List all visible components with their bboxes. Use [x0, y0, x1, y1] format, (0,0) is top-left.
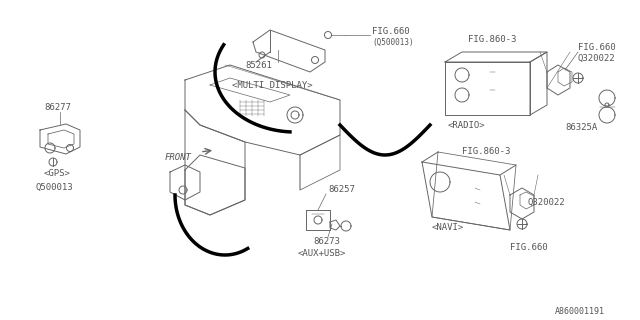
- Text: 86325A: 86325A: [565, 124, 597, 132]
- Text: Q320022: Q320022: [578, 53, 616, 62]
- Text: <NAVI>: <NAVI>: [432, 223, 464, 233]
- Text: 86273: 86273: [313, 237, 340, 246]
- Text: 85261: 85261: [245, 60, 272, 69]
- Text: FIG.660: FIG.660: [578, 44, 616, 52]
- Text: <MULTI DISPLAY>: <MULTI DISPLAY>: [232, 81, 312, 90]
- Text: FIG.860-3: FIG.860-3: [468, 36, 516, 44]
- Text: <RADIO>: <RADIO>: [448, 121, 486, 130]
- Text: <GPS>: <GPS>: [44, 170, 71, 179]
- Text: Q320022: Q320022: [528, 197, 566, 206]
- Text: FIG.660: FIG.660: [372, 28, 410, 36]
- Text: FRONT: FRONT: [165, 154, 192, 163]
- Text: <AUX+USB>: <AUX+USB>: [298, 250, 346, 259]
- Text: 86277: 86277: [44, 103, 71, 113]
- Text: FIG.660: FIG.660: [510, 244, 548, 252]
- Text: A860001191: A860001191: [555, 308, 605, 316]
- Text: 86257: 86257: [328, 186, 355, 195]
- Text: FIG.860-3: FIG.860-3: [462, 148, 510, 156]
- Text: (Q500013): (Q500013): [372, 37, 413, 46]
- Text: Q500013: Q500013: [36, 182, 74, 191]
